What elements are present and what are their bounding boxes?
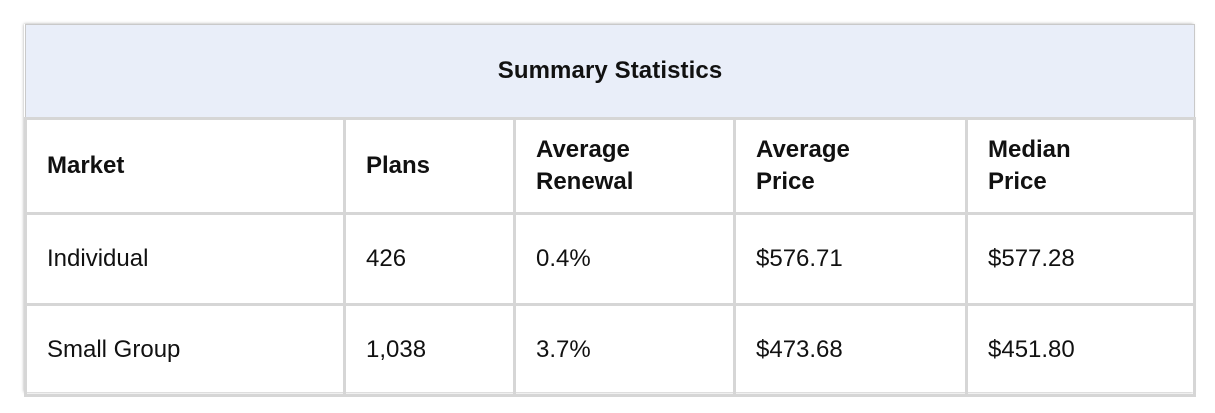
column-header-text: Market [47, 152, 125, 179]
column-header-plans: Plans [343, 117, 516, 215]
title-row: Summary Statistics [24, 24, 1196, 119]
summary-statistics-card: Summary Statistics Market Plans Average … [24, 24, 1197, 397]
cell-average-renewal: 3.7% [513, 303, 736, 397]
column-header-average-price: Average Price [733, 117, 968, 215]
column-header-text: Price [756, 168, 815, 195]
column-header-median-price: Median Price [964, 117, 1197, 215]
column-header-market: Market [24, 117, 346, 215]
column-header-text: Average [536, 136, 630, 163]
cell-average-price: $473.68 [733, 303, 968, 397]
cell-market: Small Group [24, 303, 346, 397]
column-header-average-renewal: Average Renewal [513, 117, 736, 215]
cell-average-renewal: 0.4% [513, 212, 736, 306]
cell-market: Individual [24, 212, 346, 306]
summary-statistics-table: Summary Statistics Market Plans Average … [24, 24, 1197, 397]
column-header-text: Plans [366, 152, 431, 179]
column-header-text: Median [988, 136, 1071, 163]
header-row: Market Plans Average Renewal Average Pri… [24, 117, 1197, 215]
column-header-text: Average [756, 136, 850, 163]
column-header-text: Price [988, 168, 1047, 195]
cell-plans: 426 [343, 212, 516, 306]
table-title: Summary Statistics [24, 24, 1196, 119]
column-header-text: Renewal [536, 168, 634, 195]
cell-average-price: $576.71 [733, 212, 968, 306]
cell-plans: 1,038 [343, 303, 516, 397]
table-row: Small Group 1,038 3.7% $473.68 $451.80 [24, 303, 1197, 397]
table-row: Individual 426 0.4% $576.71 $577.28 [24, 212, 1197, 306]
cell-median-price: $577.28 [964, 212, 1197, 306]
cell-median-price: $451.80 [964, 303, 1197, 397]
